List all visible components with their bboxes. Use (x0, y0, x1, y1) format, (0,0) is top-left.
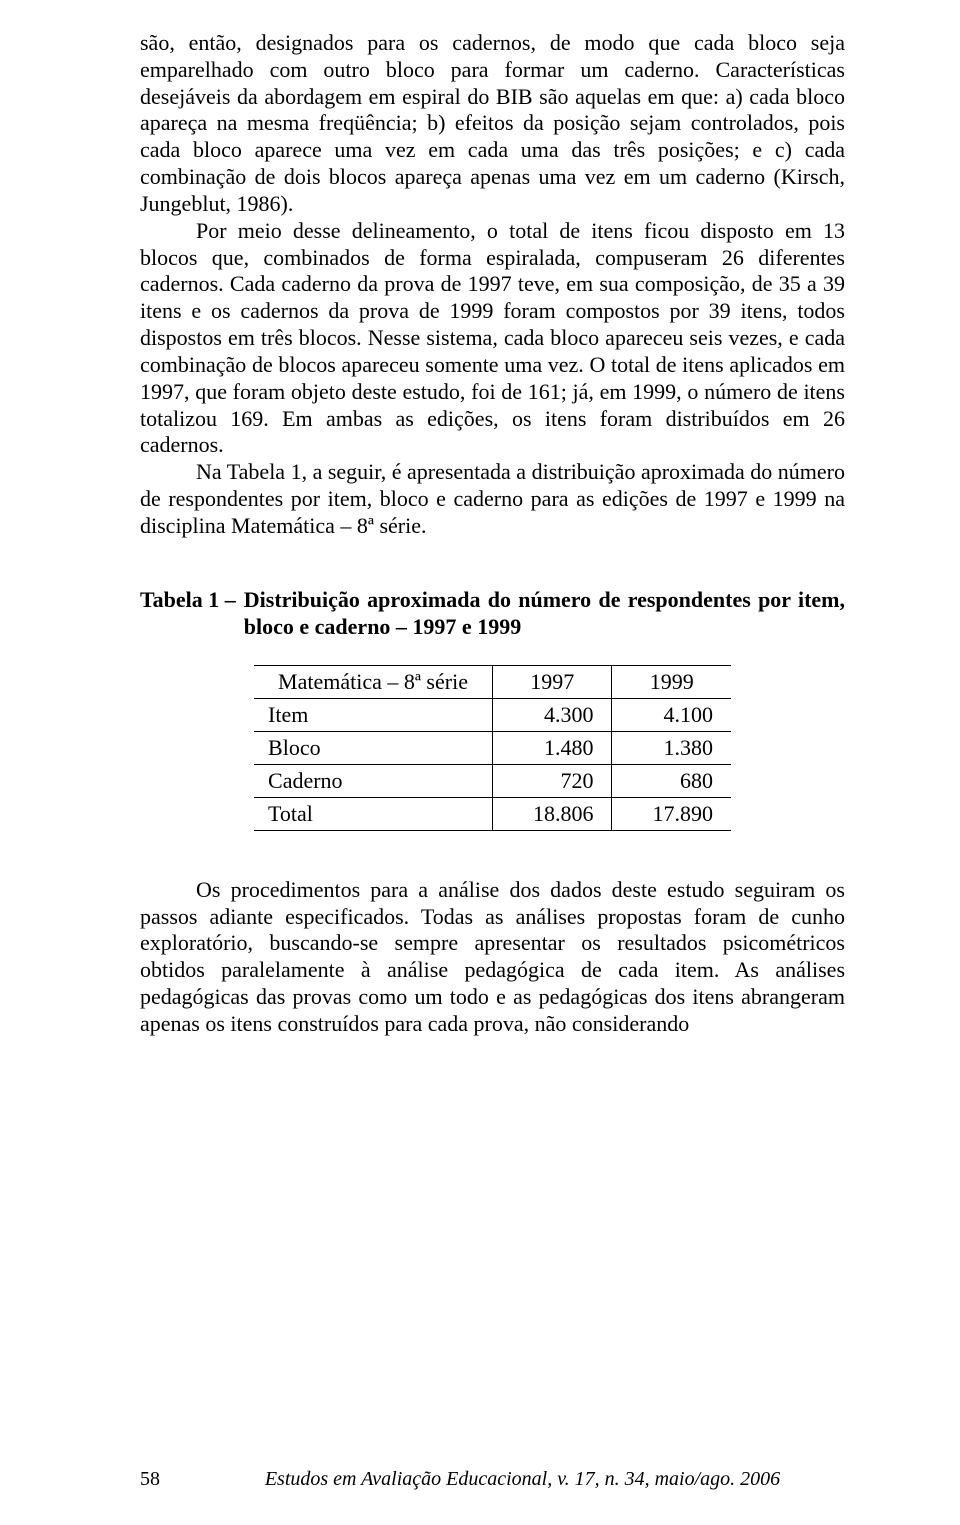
paragraph-2: Por meio desse delineamento, o total de … (140, 218, 845, 459)
table-caption-label: Tabela 1 – (140, 586, 236, 641)
page-footer: 58 Estudos em Avaliação Educacional, v. … (140, 1468, 845, 1491)
table-cell-1999: 1.380 (612, 731, 731, 764)
table-cell-1999: 17.890 (612, 797, 731, 830)
paragraph-4: Os procedimentos para a análise dos dado… (140, 877, 845, 1038)
table-cell-label: Item (254, 698, 492, 731)
journal-reference: Estudos em Avaliação Educacional, v. 17,… (200, 1468, 845, 1491)
table-cell-1997: 4.300 (492, 698, 612, 731)
table-caption: Tabela 1 – Distribuição aproximada do nú… (140, 586, 845, 641)
table-header-col2: 1997 (492, 665, 612, 698)
table-cell-1999: 4.100 (612, 698, 731, 731)
table-cell-label: Bloco (254, 731, 492, 764)
table-header-col1: Matemática – 8ª série (254, 665, 492, 698)
table-row: Item 4.300 4.100 (254, 698, 731, 731)
paragraph-3: Na Tabela 1, a seguir, é apresentada a d… (140, 459, 845, 539)
table-cell-1997: 720 (492, 764, 612, 797)
table-header-row: Matemática – 8ª série 1997 1999 (254, 665, 731, 698)
table-cell-1997: 1.480 (492, 731, 612, 764)
table-row: Total 18.806 17.890 (254, 797, 731, 830)
page: são, então, designados para os cadernos,… (0, 0, 960, 1525)
table-row: Bloco 1.480 1.380 (254, 731, 731, 764)
table-cell-label: Caderno (254, 764, 492, 797)
table-row: Caderno 720 680 (254, 764, 731, 797)
paragraph-1: são, então, designados para os cadernos,… (140, 30, 845, 218)
table-header-col3: 1999 (612, 665, 731, 698)
table-cell-label: Total (254, 797, 492, 830)
table-cell-1997: 18.806 (492, 797, 612, 830)
data-table: Matemática – 8ª série 1997 1999 Item 4.3… (254, 665, 731, 831)
table-cell-1999: 680 (612, 764, 731, 797)
table-caption-text: Distribuição aproximada do número de res… (236, 586, 845, 641)
page-number: 58 (140, 1468, 200, 1491)
